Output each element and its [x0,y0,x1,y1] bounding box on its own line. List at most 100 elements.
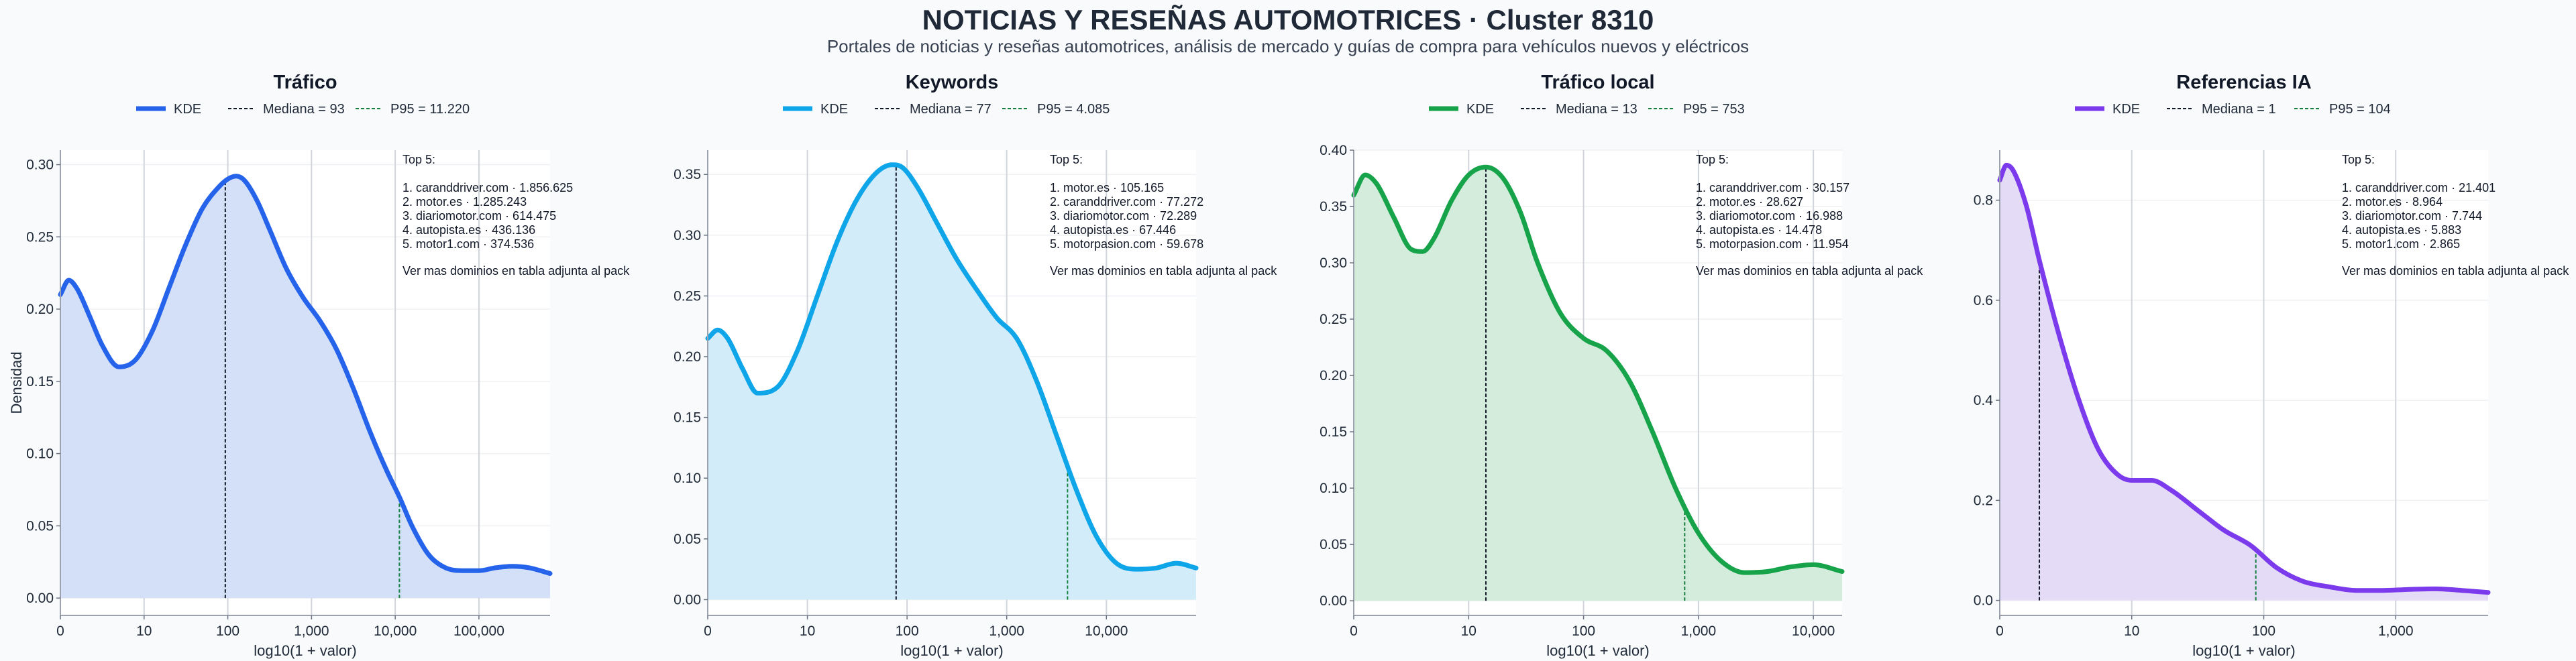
y-tick-label: 0.20 [674,349,701,365]
y-tick-label: 0.8 [1974,193,1993,208]
y-tick-label: 0.10 [26,446,54,462]
x-tick-label: 1,000 [989,623,1024,639]
top-item: 2. motor.es · 8.964 [2342,195,2443,208]
y-tick-label: 0.00 [1320,593,1347,609]
y-tick-label: 0.15 [674,410,701,426]
top-footer: Ver mas dominios en tabla adjunta al pac… [1050,264,1277,278]
top-header: Top 5: [2342,153,2375,166]
top-item: 2. motor.es · 28.627 [1696,195,1803,208]
top-item: 1. caranddriver.com · 21.401 [2342,181,2496,194]
y-tick-label: 0.4 [1974,393,1994,408]
x-tick-label: 10,000 [1085,623,1128,639]
top-item: 1. caranddriver.com · 1.856.625 [402,181,573,194]
y-tick-label: 0.15 [26,374,54,389]
top-item: 2. motor.es · 1.285.243 [402,195,527,208]
kde-line [1351,164,1845,575]
x-axis-label: log10(1 + valor) [2192,642,2295,659]
top-item: 1. caranddriver.com · 30.157 [1696,181,1849,194]
y-tick-label: 0.35 [674,167,701,182]
x-tick-label: 100,000 [453,623,504,639]
y-tick-label: 0.05 [26,518,54,534]
kde-area [1354,167,1842,601]
top-footer: Ver mas dominios en tabla adjunta al pac… [1696,264,1923,278]
legend-kde-label: KDE [1466,102,1494,117]
x-tick-label: 0 [56,623,64,639]
kde-area [2000,165,2488,601]
chart-title: Tráfico local [1541,72,1654,93]
x-tick-label: 10,000 [1792,623,1835,639]
legend-median-label: Mediana = 77 [910,102,991,117]
x-tick-label: 1,000 [294,623,329,639]
legend-kde-label: KDE [174,102,201,117]
chart-panel: 0.00 0.05 0.10 0.15 0.20 0.25 0.30 0.35 0.40 0 10 1… [1320,72,1923,659]
page-title: NOTICIAS Y RESEÑAS AUTOMOTRICES · Cluste… [922,4,1654,36]
legend-kde-label: KDE [2112,102,2140,117]
x-tick-label: 0 [1350,623,1358,639]
legend-median-label: Mediana = 93 [263,102,345,117]
legend-p95-label: P95 = 104 [2329,102,2391,117]
x-tick-label: 10 [800,623,815,639]
chart-panel: 0.00 0.05 0.10 0.15 0.20 0.25 0.30 0 10 100 1,000 1… [8,72,630,659]
y-tick-label: 0.25 [26,229,54,245]
y-tick-label: 0.15 [1320,424,1347,440]
y-tick-label: 0.20 [1320,368,1347,383]
y-tick-label: 0.05 [1320,537,1347,552]
y-tick-label: 0.0 [1974,593,1993,609]
y-tick-label: 0.00 [674,592,701,607]
legend-median-label: Mediana = 13 [1556,102,1638,117]
y-tick-label: 0.6 [1974,293,1993,308]
y-tick-label: 0.30 [674,228,701,243]
x-tick-label: 100 [216,623,239,639]
y-tick-label: 0.35 [1320,199,1347,215]
x-tick-label: 0 [1996,623,2004,639]
top-header: Top 5: [1696,153,1729,166]
top-footer: Ver mas dominios en tabla adjunta al pac… [402,264,630,278]
chart-title: Tráfico [273,72,337,93]
top-item: 3. diariomotor.com · 16.988 [1696,209,1843,223]
top-item: 4. autopista.es · 436.136 [402,223,535,237]
top-item: 5. motorpasion.com · 59.678 [1050,237,1203,251]
y-tick-label: 0.10 [674,471,701,486]
chart-panel: 0.00 0.05 0.10 0.15 0.20 0.25 0.30 0.35 0 10 100 1,… [674,72,1277,659]
top-item: 2. caranddriver.com · 77.272 [1050,195,1203,208]
x-tick-label: 10,000 [374,623,417,639]
page-subtitle: Portales de noticias y reseñas automotri… [826,36,1750,56]
legend-median-label: Mediana = 1 [2202,102,2276,117]
x-tick-label: 100 [1572,623,1595,639]
y-tick-label: 0.10 [1320,481,1347,496]
x-tick-label: 1,000 [1681,623,1717,639]
top-item: 3. diariomotor.com · 72.289 [1050,209,1197,223]
chart-title: Referencias IA [2176,72,2312,93]
y-tick-label: 0.05 [674,532,701,547]
top-item: 5. motor1.com · 2.865 [2342,237,2460,251]
x-tick-label: 10 [1461,623,1477,639]
x-tick-label: 1,000 [2378,623,2414,639]
kde-line [1997,162,2491,595]
x-tick-label: 10 [2124,623,2139,639]
y-tick-label: 0.2 [1974,493,1993,508]
x-axis-label: log10(1 + valor) [900,642,1003,659]
chart-title: Keywords [906,72,999,93]
x-tick-label: 100 [2252,623,2275,639]
y-tick-label: 0.30 [1320,255,1347,271]
top-item: 3. diariomotor.com · 614.475 [402,209,556,223]
top-item: 4. autopista.es · 14.478 [1696,223,1822,237]
top-item: 4. autopista.es · 5.883 [2342,223,2461,237]
top-item: 4. autopista.es · 67.446 [1050,223,1176,237]
y-tick-label: 0.25 [1320,312,1347,327]
x-axis-label: log10(1 + valor) [254,642,356,659]
top-header: Top 5: [402,153,435,166]
x-tick-label: 10 [136,623,152,639]
legend-kde-label: KDE [820,102,848,117]
chart-panel: 0.0 0.2 0.4 0.6 0.8 0 10 100 1,000 log10(1 + valo… [1974,72,2569,659]
y-tick-label: 0.00 [26,591,54,606]
y-tick-label: 0.25 [674,288,701,304]
top-item: 5. motor1.com · 374.536 [402,237,534,251]
top-item: 3. diariomotor.com · 7.744 [2342,209,2482,223]
y-tick-label: 0.20 [26,302,54,317]
kde-area [708,164,1196,600]
y-tick-label: 0.40 [1320,143,1347,158]
top-item: 5. motorpasion.com · 11.954 [1696,237,1849,251]
top-item: 1. motor.es · 105.165 [1050,181,1164,194]
